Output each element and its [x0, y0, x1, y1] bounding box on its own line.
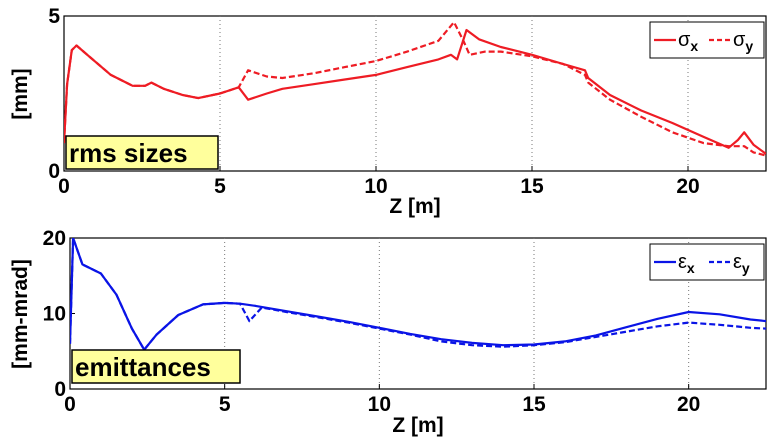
x-tick-label: 20	[676, 175, 699, 198]
y-axis-label: [mm]	[9, 68, 32, 119]
x-tick-label: 20	[677, 393, 700, 416]
x-tick-label: 0	[58, 175, 70, 198]
series-line-εy	[70, 238, 766, 351]
x-axis-label: Z [m]	[389, 195, 440, 218]
annotation-label: rms sizes	[69, 138, 188, 168]
legend-subscript: y	[742, 260, 750, 276]
x-tick-label: 5	[219, 393, 231, 416]
legend-subscript: x	[690, 38, 698, 54]
x-tick-label: 5	[214, 175, 226, 198]
x-tick-label: 10	[364, 175, 387, 198]
series-line-σy	[64, 21, 766, 157]
x-axis-label: Z [m]	[392, 414, 443, 437]
y-tick-label: 5	[48, 5, 60, 28]
x-tick-label: 15	[522, 393, 546, 416]
y-tick-label: 20	[43, 227, 66, 250]
legend-subscript: y	[745, 38, 753, 54]
annotation-label: emittances	[75, 352, 211, 382]
x-tick-label: 15	[520, 175, 544, 198]
x-tick-label: 0	[64, 393, 76, 416]
y-axis-label: [mm-mrad]	[9, 259, 32, 369]
y-tick-label: 0	[54, 378, 66, 401]
annotation-box	[65, 135, 219, 170]
y-tick-label: 0	[48, 160, 60, 183]
y-tick-label: 10	[43, 303, 66, 326]
x-tick-label: 10	[368, 393, 391, 416]
annotation-box	[71, 349, 241, 384]
legend-subscript: x	[687, 260, 695, 276]
